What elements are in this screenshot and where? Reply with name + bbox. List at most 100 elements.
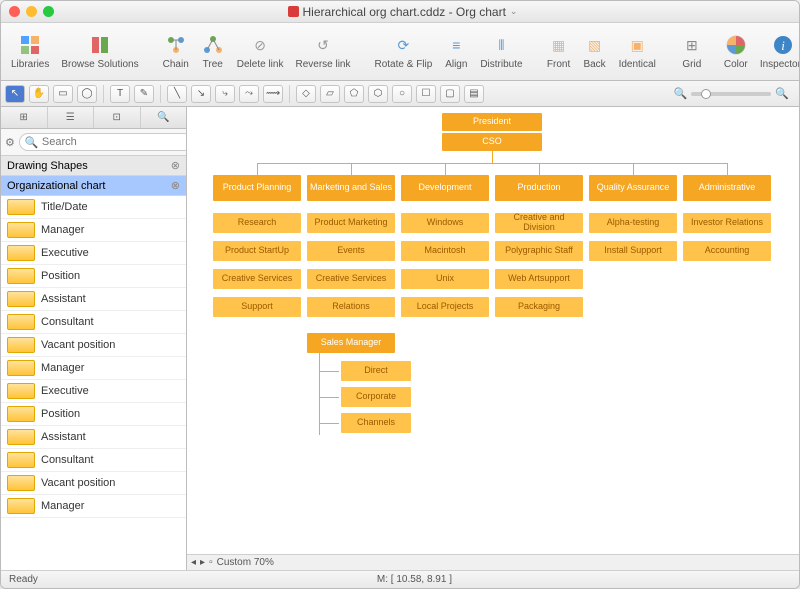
tb-chain[interactable]: Chain xyxy=(159,31,193,72)
category-organizational-chart[interactable]: Organizational chart⊗ xyxy=(1,176,186,196)
org-node[interactable]: Production xyxy=(495,175,583,201)
tb-distribute[interactable]: ⫴Distribute xyxy=(476,31,526,72)
tb-identical[interactable]: ▣Identical xyxy=(615,31,660,72)
org-node[interactable]: CSO xyxy=(442,133,542,151)
shape-item[interactable]: Assistant xyxy=(1,288,186,311)
minimize-dot[interactable] xyxy=(26,6,37,17)
zoom-label[interactable]: Custom 70% xyxy=(217,557,274,568)
stb-ellipse[interactable]: ◯ xyxy=(77,85,97,103)
org-node[interactable]: Direct xyxy=(341,361,411,381)
stb-shape3[interactable]: ⬠ xyxy=(344,85,364,103)
org-node[interactable]: Creative Services xyxy=(213,269,301,289)
tb-reverse-link[interactable]: ↺Reverse link xyxy=(291,31,354,72)
canvas[interactable]: President CSO Product PlanningMarketing an… xyxy=(187,107,799,554)
side-tab-2[interactable]: ☰ xyxy=(48,107,95,128)
shape-item[interactable]: Manager xyxy=(1,357,186,380)
tb-inspectors[interactable]: iInspectors xyxy=(756,31,800,72)
shape-item[interactable]: Executive xyxy=(1,380,186,403)
org-node[interactable]: Support xyxy=(213,297,301,317)
stb-conn1[interactable]: ↘ xyxy=(191,85,211,103)
stb-conn4[interactable]: ⟿ xyxy=(263,85,283,103)
stb-text[interactable]: T xyxy=(110,85,130,103)
stb-shape5[interactable]: ○ xyxy=(392,85,412,103)
org-node[interactable]: Development xyxy=(401,175,489,201)
tb-grid[interactable]: ⊞Grid xyxy=(676,31,708,72)
org-node[interactable]: Investor Relations xyxy=(683,213,771,233)
shape-item[interactable]: Manager xyxy=(1,495,186,518)
org-node[interactable]: Marketing and Sales xyxy=(307,175,395,201)
org-node[interactable]: Administrative xyxy=(683,175,771,201)
org-node[interactable]: Product Planning xyxy=(213,175,301,201)
org-node[interactable]: Web Artsupport xyxy=(495,269,583,289)
stb-shape7[interactable]: ▢ xyxy=(440,85,460,103)
tb-front[interactable]: ▦Front xyxy=(543,31,575,72)
scroll-right-icon[interactable]: ▸ xyxy=(200,557,205,568)
stb-shape6[interactable]: ☐ xyxy=(416,85,436,103)
stb-arrow[interactable]: ↖ xyxy=(5,85,25,103)
shape-item[interactable]: Position xyxy=(1,265,186,288)
zoom-dot[interactable] xyxy=(43,6,54,17)
org-node[interactable]: Quality Assurance xyxy=(589,175,677,201)
org-node[interactable]: Relations xyxy=(307,297,395,317)
search-input[interactable] xyxy=(19,133,187,151)
org-node[interactable]: Channels xyxy=(341,413,411,433)
org-node[interactable]: Alpha-testing xyxy=(589,213,677,233)
zoom-control[interactable]: 🔍 🔍 xyxy=(488,87,795,100)
shape-item[interactable]: Vacant position xyxy=(1,472,186,495)
shape-item[interactable]: Assistant xyxy=(1,426,186,449)
org-node[interactable]: Accounting xyxy=(683,241,771,261)
side-tab-3[interactable]: ⊡ xyxy=(94,107,141,128)
page-icon[interactable]: ▫ xyxy=(209,557,213,568)
org-node[interactable]: Packaging xyxy=(495,297,583,317)
stb-shape2[interactable]: ▱ xyxy=(320,85,340,103)
org-node[interactable]: Windows xyxy=(401,213,489,233)
shape-item[interactable]: Consultant xyxy=(1,449,186,472)
org-node[interactable]: Creative and Division xyxy=(495,213,583,233)
stb-rect[interactable]: ▭ xyxy=(53,85,73,103)
stb-note[interactable]: ✎ xyxy=(134,85,154,103)
org-node[interactable]: Unix xyxy=(401,269,489,289)
stb-hand[interactable]: ✋ xyxy=(29,85,49,103)
side-tab-1[interactable]: ⊞ xyxy=(1,107,48,128)
shape-item[interactable]: Vacant position xyxy=(1,334,186,357)
org-node[interactable]: Research xyxy=(213,213,301,233)
org-node[interactable]: Events xyxy=(307,241,395,261)
org-node[interactable]: President xyxy=(442,113,542,131)
org-node[interactable]: Macintosh xyxy=(401,241,489,261)
tb-back[interactable]: ▧Back xyxy=(579,31,611,72)
tb-browse[interactable]: Browse Solutions xyxy=(57,31,142,72)
side-tab-4[interactable]: 🔍 xyxy=(141,107,187,128)
stb-shape8[interactable]: ▤ xyxy=(464,85,484,103)
title-chevron-icon[interactable]: ⌄ xyxy=(510,6,518,17)
shape-item[interactable]: Manager xyxy=(1,219,186,242)
org-node[interactable]: Product Marketing xyxy=(307,213,395,233)
search-gear-icon[interactable]: ⚙ xyxy=(5,136,15,149)
org-node[interactable]: Sales Manager xyxy=(307,333,395,353)
org-node[interactable]: Product StartUp xyxy=(213,241,301,261)
tb-align[interactable]: ≡Align xyxy=(440,31,472,72)
stb-shape4[interactable]: ⬡ xyxy=(368,85,388,103)
shape-item[interactable]: Executive xyxy=(1,242,186,265)
stb-conn3[interactable]: ⤳ xyxy=(239,85,259,103)
shape-list[interactable]: Title/DateManagerExecutivePositionAssist… xyxy=(1,196,186,570)
org-node[interactable]: Creative Services xyxy=(307,269,395,289)
tb-libraries[interactable]: Libraries xyxy=(7,31,53,72)
tb-tree[interactable]: Tree xyxy=(197,31,229,72)
tb-delete-link[interactable]: ⊘Delete link xyxy=(233,31,288,72)
shape-item[interactable]: Title/Date xyxy=(1,196,186,219)
close-dot[interactable] xyxy=(9,6,20,17)
stb-shape1[interactable]: ◇ xyxy=(296,85,316,103)
shape-item[interactable]: Consultant xyxy=(1,311,186,334)
stb-conn2[interactable]: ⤷ xyxy=(215,85,235,103)
org-node[interactable]: Install Support xyxy=(589,241,677,261)
stb-line[interactable]: ╲ xyxy=(167,85,187,103)
shape-item[interactable]: Position xyxy=(1,403,186,426)
tb-color[interactable]: Color xyxy=(720,31,752,72)
zoom-out-icon[interactable]: 🔍 xyxy=(674,87,688,100)
scroll-left-icon[interactable]: ◂ xyxy=(191,557,196,568)
org-node[interactable]: Polygraphic Staff xyxy=(495,241,583,261)
zoom-in-icon[interactable]: 🔍 xyxy=(775,87,789,100)
category-drawing-shapes[interactable]: Drawing Shapes⊗ xyxy=(1,156,186,176)
tb-rotate[interactable]: ⟳Rotate & Flip xyxy=(371,31,437,72)
org-node[interactable]: Corporate xyxy=(341,387,411,407)
